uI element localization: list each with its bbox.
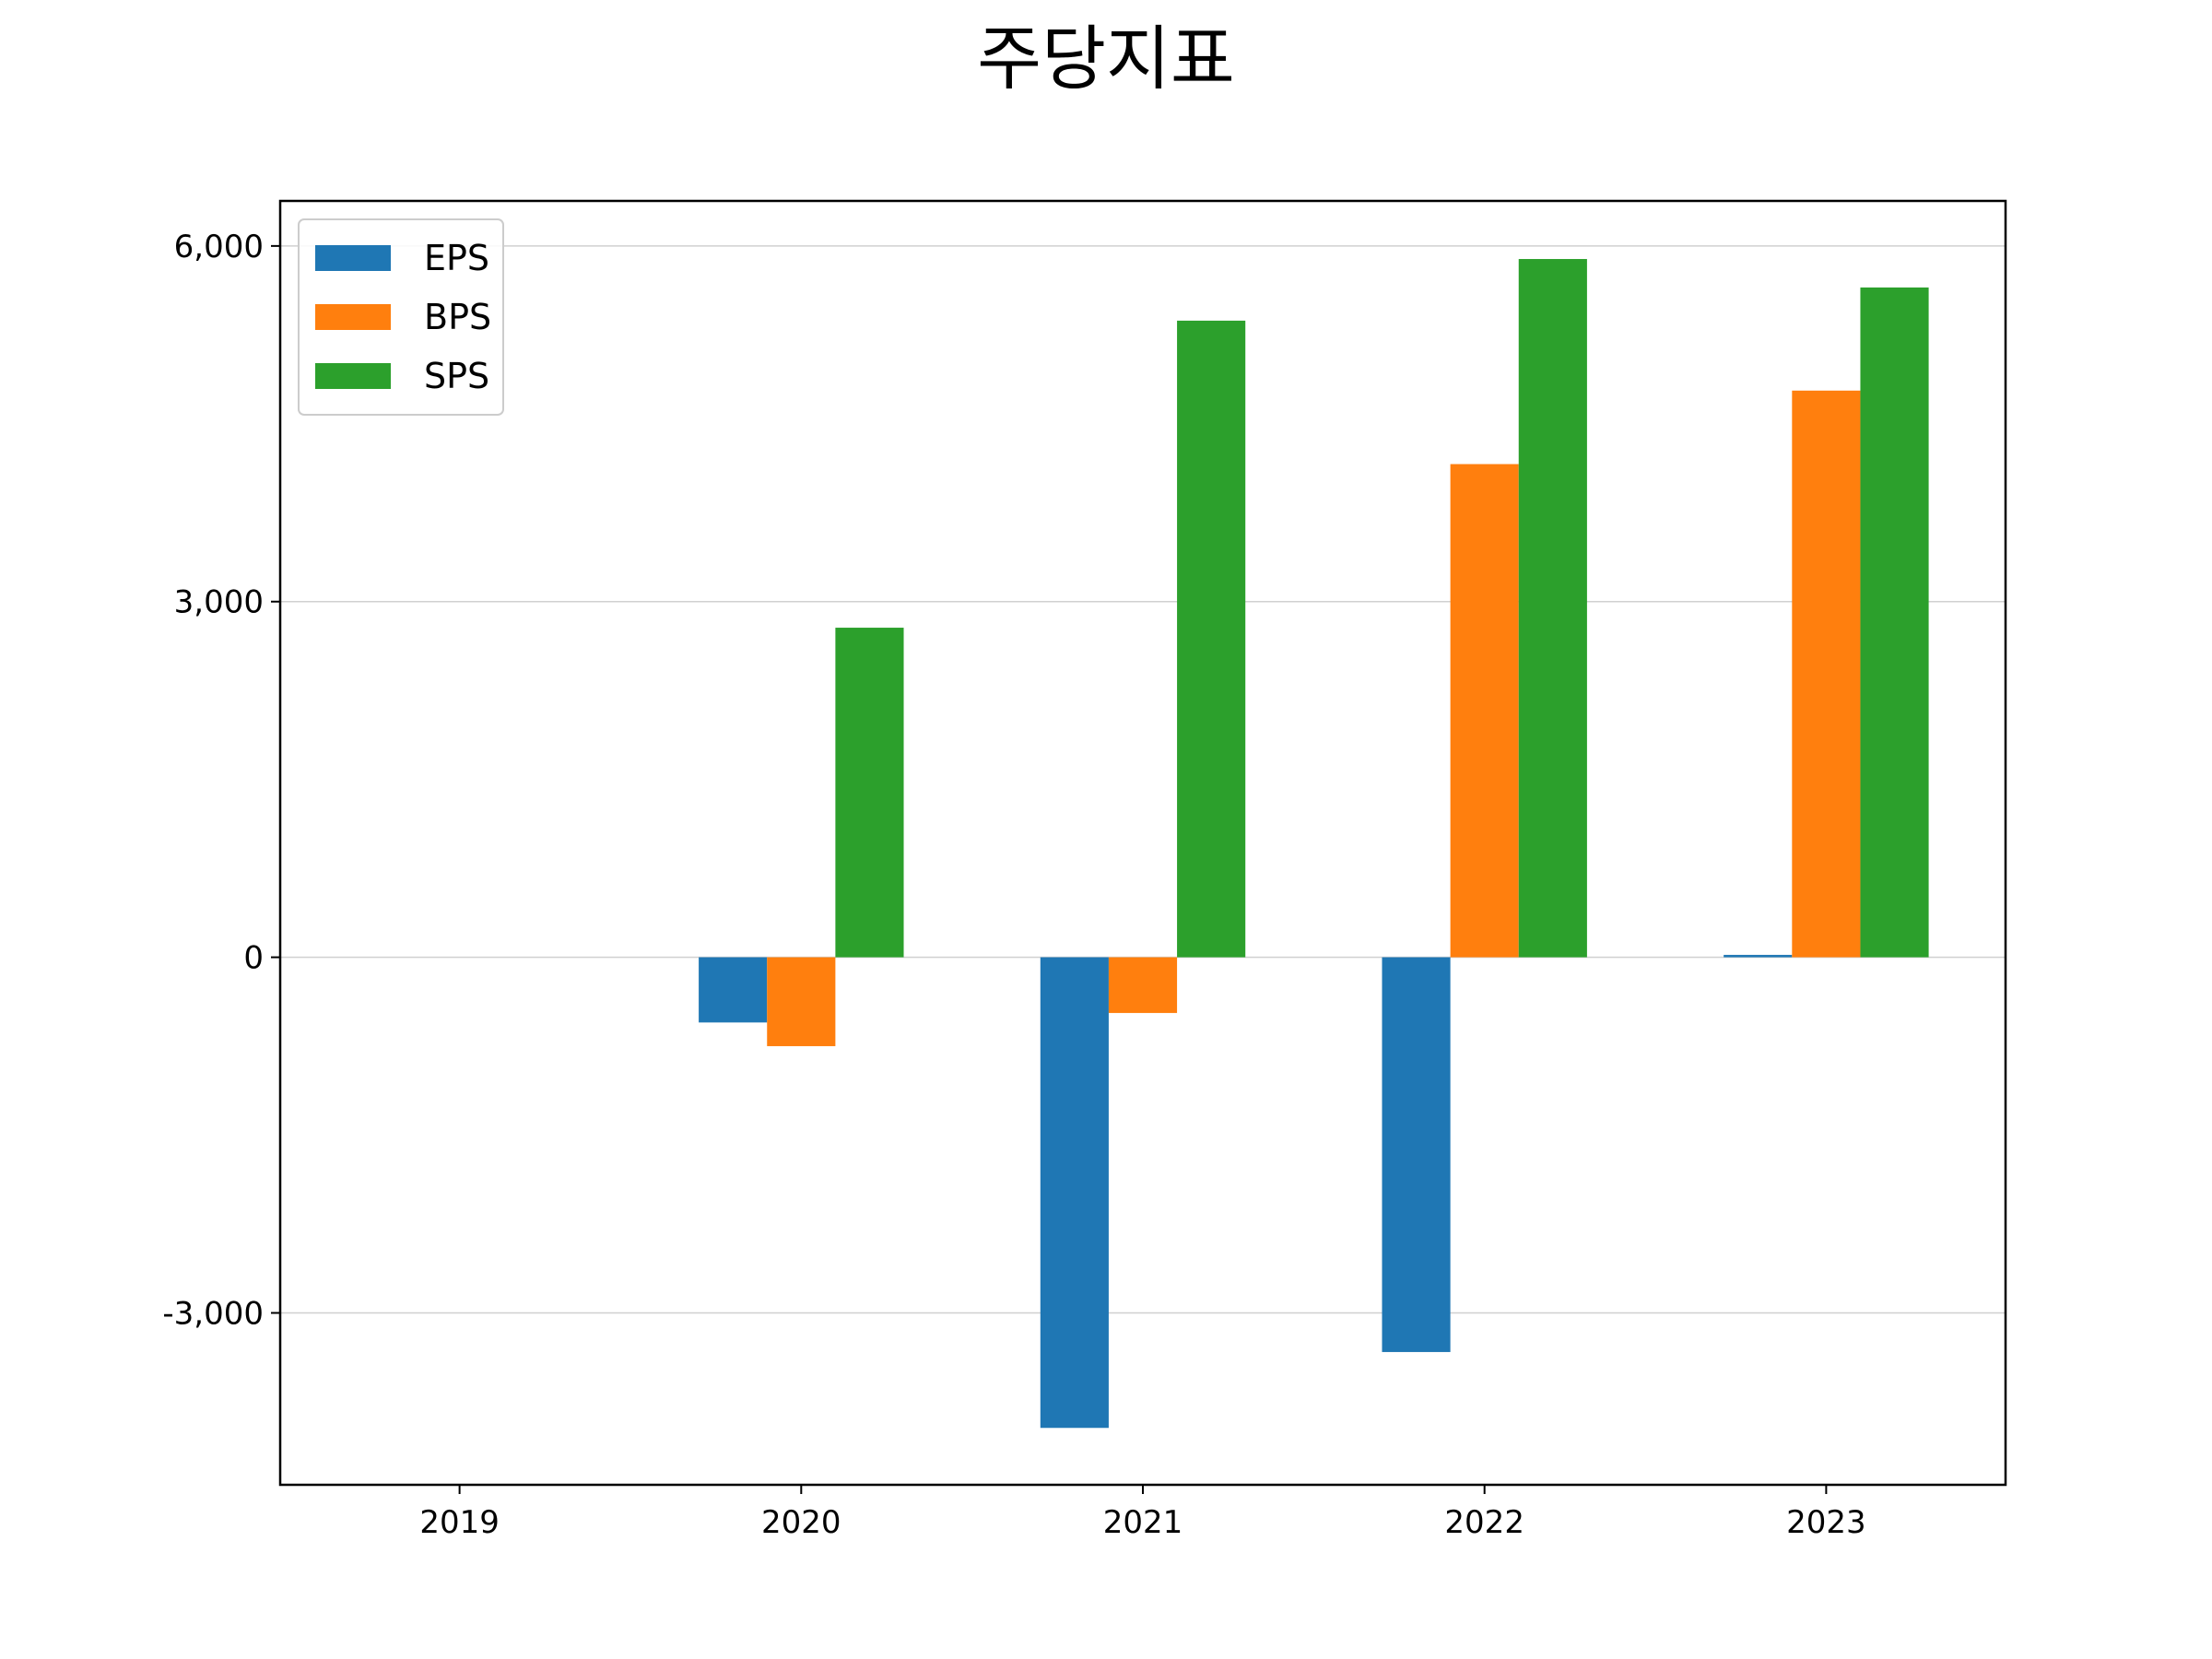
y-tick-label: -3,000 [162,1295,264,1332]
grid-lines [280,245,2006,1314]
bar-eps-2020 [699,957,768,1023]
legend-label-eps: EPS [424,238,489,278]
bar-bps-2023 [1792,390,1861,958]
bar-bps-2021 [1108,957,1178,1014]
bar-sps-2022 [1518,259,1587,958]
x-tick-label: 2019 [419,1504,500,1541]
x-tick-label: 2023 [1786,1504,1866,1541]
legend-swatch-bps [315,304,391,330]
y-axis-ticks: -3,000 0 3,000 6,000 [162,229,280,1332]
legend-swatch-eps [315,245,391,271]
bar-bps-2020 [767,957,836,1047]
y-tick-label: 6,000 [174,229,264,265]
legend-label-sps: SPS [424,356,489,396]
legend-swatch-sps [315,363,391,389]
chart-title: 주당지표 [977,18,1235,100]
x-tick-label: 2022 [1444,1504,1524,1541]
plot-frame [278,199,2007,1487]
bar-sps-2021 [1177,320,1246,958]
y-tick-label: 3,000 [174,584,264,621]
legend: EPS BPS SPS [298,218,504,416]
y-tick-label: 0 [243,940,264,977]
x-tick-label: 2020 [761,1504,841,1541]
bar-sps-2023 [1860,287,1929,958]
bar-sps-2020 [835,628,904,958]
x-axis-ticks: 2019 2020 2021 2022 2023 [419,1485,1866,1541]
bars [699,259,1929,1429]
bar-eps-2023 [1724,955,1793,958]
legend-label-bps: BPS [424,297,491,337]
bar-eps-2021 [1040,957,1109,1429]
bar-eps-2022 [1382,957,1451,1352]
bar-bps-2022 [1450,464,1519,958]
x-tick-label: 2021 [1103,1504,1183,1541]
